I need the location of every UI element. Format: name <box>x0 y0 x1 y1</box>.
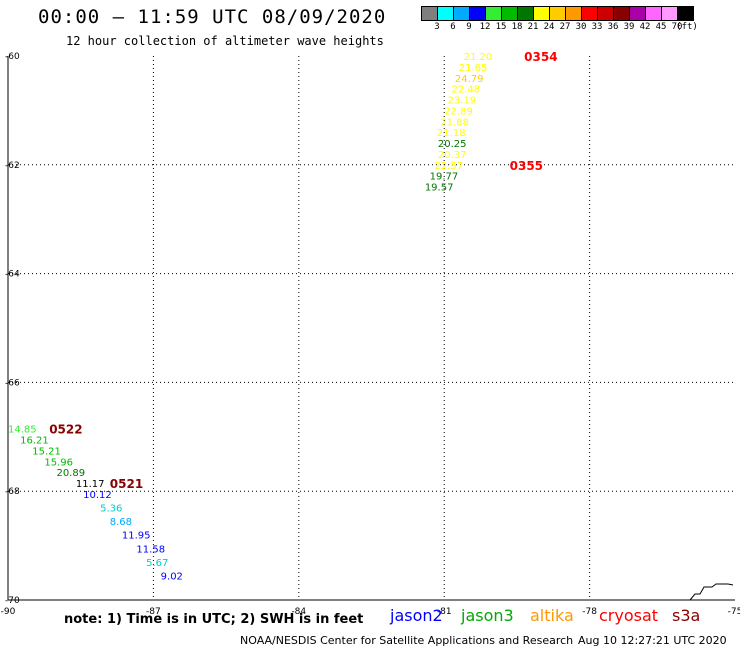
coastline <box>689 583 734 601</box>
wave-height-label: 5.36 <box>100 504 122 515</box>
legend-item: s3a <box>672 606 701 625</box>
wave-height-label: 11.58 <box>136 544 165 555</box>
time-label: 0522 <box>49 423 82 437</box>
chart-title: 00:00 – 11:59 UTC 08/09/2020 <box>38 6 387 28</box>
wave-height-label: 22.89 <box>444 106 473 117</box>
time-label: 0355 <box>510 159 543 173</box>
color-scale-label: 30 <box>575 22 587 32</box>
color-scale-label: 15 <box>495 22 507 32</box>
wave-height-label: 21.18 <box>437 128 466 139</box>
y-tick-label: -60 <box>5 52 20 62</box>
legend-item: cryosat <box>599 606 659 625</box>
wave-height-label: 5.67 <box>146 558 168 569</box>
x-tick-label: -84 <box>291 607 306 617</box>
x-tick-label: -87 <box>146 607 161 617</box>
color-scale-label: 42 <box>639 22 651 32</box>
color-scale-labels: 3 6 9 12 15 18 21 24 27 30 33 36 39 42 45 70 (ft) <box>421 22 740 34</box>
color-scale-label: 18 <box>511 22 523 32</box>
wave-height-label: 8.68 <box>110 517 132 528</box>
color-scale <box>421 6 694 21</box>
wave-height-label: 20.25 <box>438 139 467 150</box>
color-scale-label: (ft) <box>676 22 698 32</box>
wave-height-label: 19.77 <box>430 172 459 183</box>
x-tick-label: -78 <box>582 607 597 617</box>
color-scale-label: 9 <box>466 22 472 32</box>
color-scale-label: 21 <box>527 22 539 32</box>
wave-height-label: 20.89 <box>56 468 85 479</box>
wave-height-label: 14.85 <box>8 425 37 436</box>
x-tick-label: -75 <box>728 607 740 617</box>
color-scale-label: 39 <box>623 22 635 32</box>
footer-note: note: 1) Time is in UTC; 2) SWH is in fe… <box>64 612 364 627</box>
wave-height-label: 22.48 <box>451 85 480 96</box>
y-tick-label: -70 <box>5 596 20 606</box>
legend-item: jason2 <box>390 606 443 625</box>
wave-height-label: 22.57 <box>435 161 464 172</box>
wave-height-label: 19.57 <box>425 183 454 194</box>
color-scale-label: 45 <box>655 22 667 32</box>
legend-item: altika <box>530 606 574 625</box>
chart-subtitle: 12 hour collection of altimeter wave hei… <box>66 34 384 48</box>
color-scale-label: 27 <box>559 22 571 32</box>
color-scale-label: 33 <box>591 22 603 32</box>
wave-height-label: 15.21 <box>32 446 61 457</box>
x-tick-label: -90 <box>1 607 16 617</box>
color-scale-label: 12 <box>479 22 491 32</box>
wave-height-label: 11.17 <box>76 479 105 490</box>
color-scale-label: 3 <box>434 22 440 32</box>
color-scale-label: 24 <box>543 22 555 32</box>
wave-height-label: 15.96 <box>44 457 73 468</box>
x-tick-label: -81 <box>437 607 452 617</box>
wave-height-label: 9.02 <box>161 572 183 583</box>
legend-item: jason3 <box>461 606 514 625</box>
color-scale-label: 6 <box>450 22 456 32</box>
time-label: 0521 <box>110 477 143 491</box>
wave-height-label: 10.12 <box>83 490 112 501</box>
wave-height-label: 21.20 <box>464 52 493 63</box>
wave-height-label: 21.88 <box>440 117 469 128</box>
color-scale-label: 36 <box>607 22 619 32</box>
color-swatch <box>677 6 694 21</box>
y-tick-label: -62 <box>5 161 20 171</box>
time-label: 0354 <box>524 50 557 64</box>
wave-height-label: 21.65 <box>459 63 488 74</box>
y-tick-label: -68 <box>5 487 20 497</box>
wave-height-label: 23.19 <box>448 96 477 107</box>
wave-height-label: 20.37 <box>438 150 467 161</box>
wave-height-label: 24.79 <box>455 74 484 85</box>
wave-height-label: 16.21 <box>20 436 49 447</box>
credit-text: NOAA/NESDIS Center for Satellite Applica… <box>240 634 574 647</box>
wave-height-label: 11.95 <box>122 531 151 542</box>
color-scale-label: 70 <box>671 22 683 32</box>
y-tick-label: -64 <box>5 270 20 280</box>
generated-timestamp: Aug 10 12:27:21 UTC 2020 <box>578 634 727 647</box>
y-tick-label: -66 <box>5 378 20 388</box>
